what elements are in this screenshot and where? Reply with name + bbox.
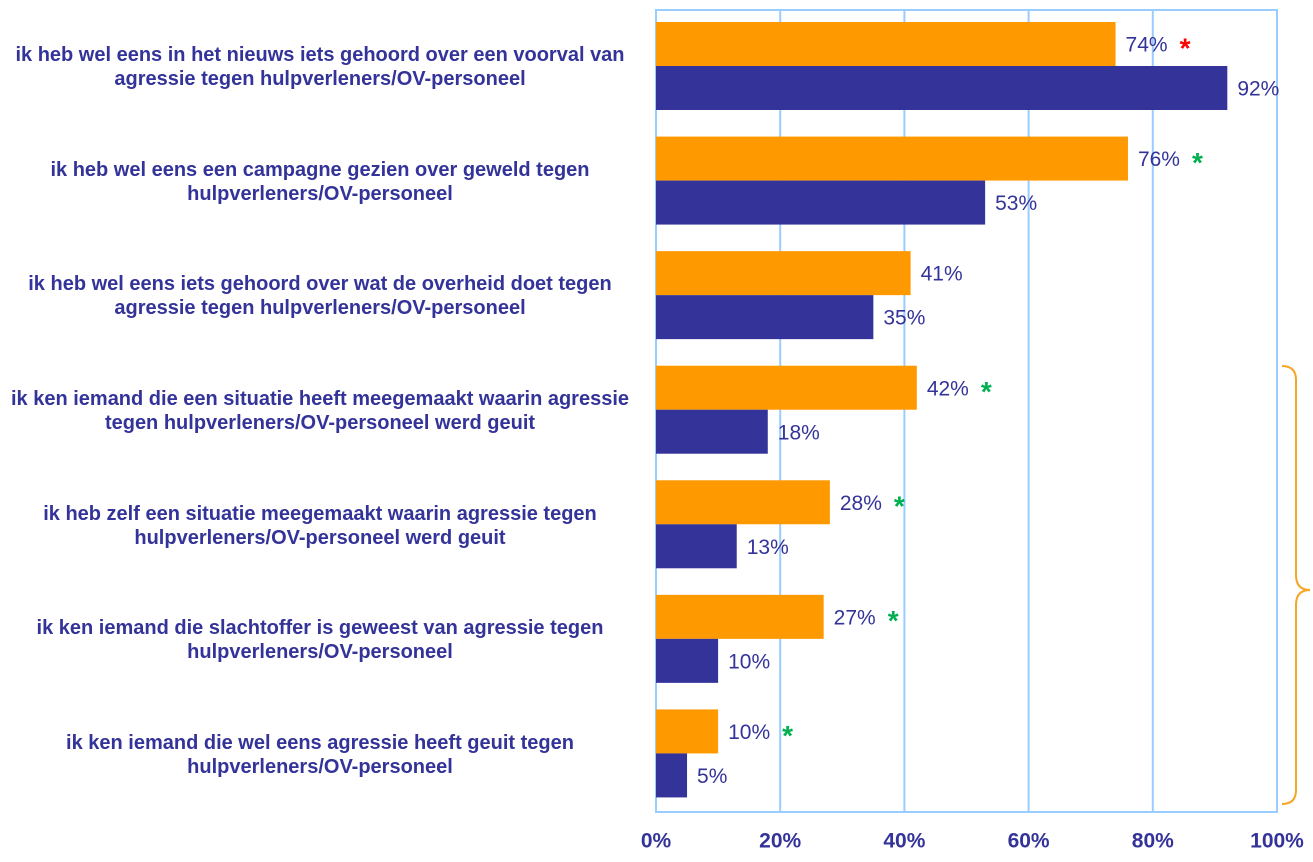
x-tick-label: 100% bbox=[1250, 830, 1304, 853]
bar bbox=[656, 180, 986, 225]
bar bbox=[656, 594, 824, 639]
value-label: 10% bbox=[728, 721, 770, 744]
bar bbox=[656, 480, 830, 525]
value-label: 5% bbox=[697, 765, 727, 788]
x-tick-label: 40% bbox=[883, 830, 925, 853]
x-tick-label: 20% bbox=[759, 830, 801, 853]
significance-marker: * bbox=[981, 376, 992, 407]
bar bbox=[656, 524, 737, 569]
value-label: 92% bbox=[1237, 78, 1279, 101]
value-label: 74% bbox=[1126, 34, 1168, 57]
category-label: ik heb wel eens iets gehoord over wat de… bbox=[28, 273, 612, 320]
bar bbox=[656, 22, 1116, 66]
category-label: ik ken iemand die slachtoffer is geweest… bbox=[36, 617, 604, 664]
significance-marker: * bbox=[894, 491, 905, 522]
significance-marker: * bbox=[1180, 32, 1191, 63]
value-label: 35% bbox=[883, 307, 925, 330]
bar bbox=[656, 136, 1128, 181]
bar bbox=[656, 251, 911, 296]
x-tick-label: 0% bbox=[641, 830, 672, 853]
value-label: 10% bbox=[728, 650, 770, 673]
category-label: ik heb wel eens in het nieuws iets gehoo… bbox=[15, 44, 625, 91]
value-label: 27% bbox=[834, 606, 876, 629]
bar bbox=[656, 66, 1228, 110]
category-label: ik heb wel eens een campagne gezien over… bbox=[50, 158, 590, 205]
x-tick-label: 60% bbox=[1008, 830, 1050, 853]
significance-marker: * bbox=[782, 720, 793, 751]
value-label: 18% bbox=[778, 421, 820, 444]
category-label: ik heb zelf een situatie meegemaakt waar… bbox=[43, 502, 597, 549]
significance-marker: * bbox=[888, 605, 899, 636]
value-label: 13% bbox=[747, 536, 789, 559]
bar bbox=[656, 709, 719, 754]
value-label: 53% bbox=[995, 192, 1037, 215]
x-tick-label: 80% bbox=[1132, 830, 1174, 853]
value-label: 28% bbox=[840, 492, 882, 515]
bar bbox=[656, 365, 917, 410]
bar bbox=[656, 638, 719, 683]
bracket bbox=[1281, 365, 1311, 805]
bar bbox=[656, 295, 874, 340]
value-label: 76% bbox=[1138, 148, 1180, 171]
category-label: ik ken iemand die wel eens agressie heef… bbox=[66, 731, 574, 778]
bar bbox=[656, 753, 688, 798]
significance-marker: * bbox=[1192, 147, 1203, 178]
bar bbox=[656, 409, 768, 454]
value-label: 41% bbox=[921, 263, 963, 286]
value-label: 42% bbox=[927, 377, 969, 400]
category-label: ik ken iemand die een situatie heeft mee… bbox=[10, 388, 630, 434]
